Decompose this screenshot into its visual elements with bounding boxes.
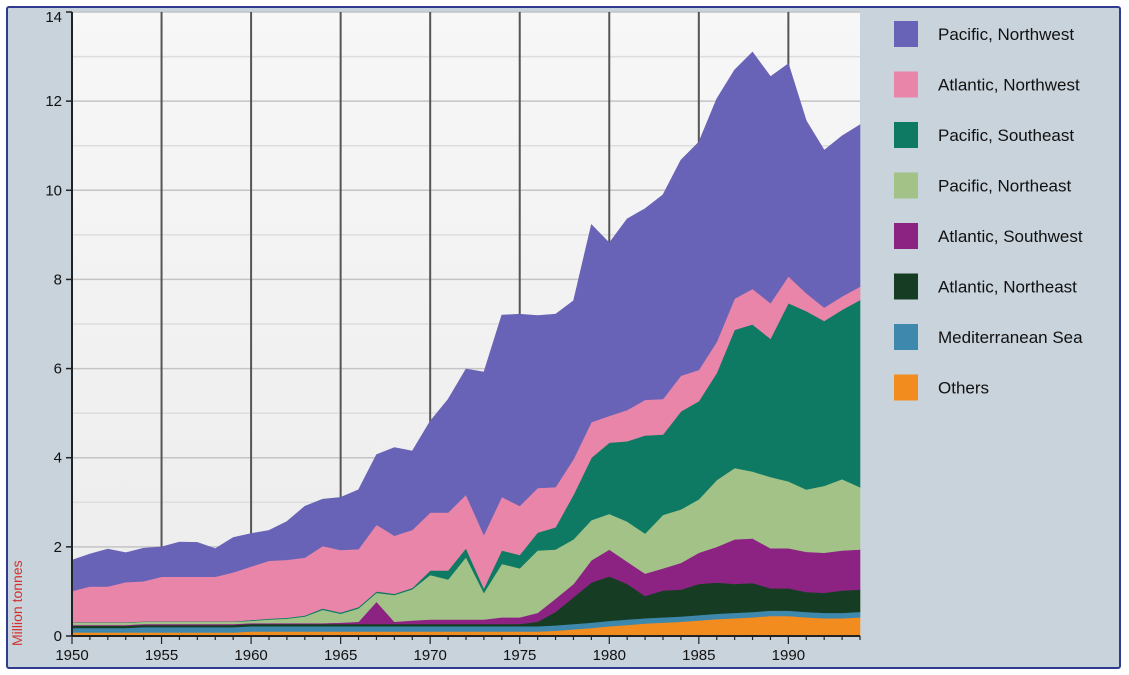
x-tick-label: 1960 <box>234 647 267 664</box>
x-tick-label: 1985 <box>682 647 715 664</box>
legend-swatch <box>894 273 918 300</box>
legend-swatch <box>894 71 918 98</box>
stacked-area-chart: 0 2 4 6 8 10 12 14 1950 1955 1960 1965 1970 1975 1980 1… <box>9 9 1083 664</box>
legend-label: Pacific, Northeast <box>938 177 1071 196</box>
chart-frame: 0 2 4 6 8 10 12 14 1950 1955 1960 1965 1970 1975 1980 1… <box>6 6 1121 669</box>
legend-swatch <box>894 223 918 249</box>
x-tick-label: 1950 <box>55 647 88 664</box>
legend-label: Atlantic, Southwest <box>938 227 1083 246</box>
x-tick-label: 1975 <box>503 647 536 664</box>
x-tick-label: 1970 <box>413 647 446 664</box>
y-tick-label: 6 <box>54 361 62 378</box>
y-tick-label: 4 <box>54 450 62 467</box>
y-axis-label: Million tonnes <box>9 560 25 646</box>
y-tick-label: 8 <box>54 271 62 288</box>
x-tick-label: 1980 <box>593 647 626 664</box>
x-tick-label: 1955 <box>145 647 178 664</box>
legend-swatch <box>894 324 918 350</box>
legend-swatch <box>894 172 918 199</box>
legend-label: Pacific, Northwest <box>938 25 1074 44</box>
y-tick-label: 0 <box>54 628 62 645</box>
legend-label: Atlantic, Northwest <box>938 76 1080 95</box>
area-series-group <box>71 51 861 637</box>
legend-label: Mediterranean Sea <box>938 328 1083 347</box>
x-tick-label: 1990 <box>772 647 805 664</box>
y-tick-label: 10 <box>45 182 62 199</box>
legend-swatch <box>894 21 918 47</box>
axes: 0 2 4 6 8 10 12 14 1950 1955 1960 1965 1970 1975 1980 1… <box>45 9 861 664</box>
x-tick-label: 1965 <box>324 647 357 664</box>
legend-swatch <box>894 122 918 148</box>
y-tick-label: 2 <box>54 539 62 556</box>
legend-swatch <box>894 374 918 401</box>
area-pacific-northwest <box>71 51 861 592</box>
y-tick-label: 14 <box>45 9 62 26</box>
legend-label: Atlantic, Northeast <box>938 278 1077 297</box>
legend-label: Pacific, Southeast <box>938 126 1074 145</box>
legend-label: Others <box>938 379 989 398</box>
y-tick-label: 12 <box>45 93 62 110</box>
legend: Pacific, Northwest Atlantic, Northwest Pac… <box>894 21 1083 401</box>
